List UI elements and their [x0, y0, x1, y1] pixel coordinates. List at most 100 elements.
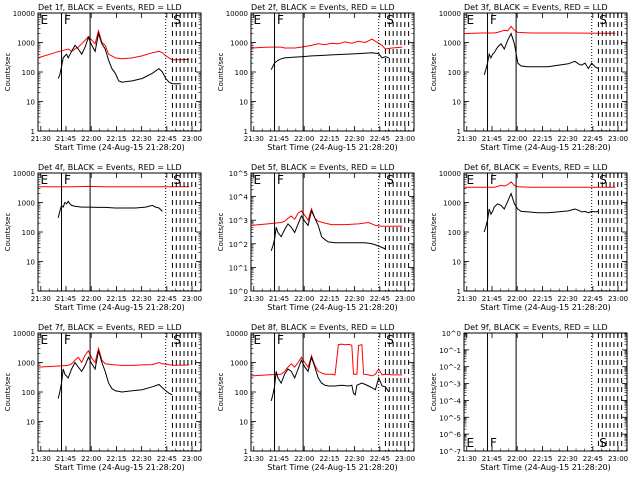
marker-e: E [467, 13, 475, 27]
y-tick-label: 10 [26, 259, 35, 267]
y-tick-label: 10^-4 [439, 397, 461, 405]
x-tick-label: 22:00 [507, 455, 527, 463]
panel-title: Det 2f, BLACK = Events, RED = LLD [251, 3, 395, 12]
x-tick-label: 21:45 [482, 135, 502, 143]
x-tick-label: 22:00 [507, 295, 527, 303]
marker-e: E [254, 173, 262, 187]
panel-det-6f: Det 6f, BLACK = Events, RED = LLD1101001… [430, 163, 628, 312]
y-axis-title: Counts/sec [217, 53, 225, 92]
events-series [271, 357, 389, 401]
marker-s: S [173, 13, 181, 27]
x-tick-label: 22:30 [558, 295, 578, 303]
marker-f: F [64, 333, 71, 347]
x-tick-label: 22:30 [132, 295, 152, 303]
y-tick-label: 10000 [439, 10, 461, 18]
y-tick-label: 1000 [17, 200, 35, 208]
y-tick-label: 10^0 [442, 330, 461, 338]
x-tick-label: 21:30 [457, 295, 477, 303]
marker-e: E [254, 13, 262, 27]
panel-title: Det 4f, BLACK = Events, RED = LLD [38, 163, 182, 172]
x-tick-label: 22:45 [583, 455, 603, 463]
x-tick-label: 23:00 [608, 455, 628, 463]
x-tick-label: 21:45 [482, 295, 502, 303]
x-tick-label: 21:45 [269, 135, 289, 143]
x-tick-label: 22:15 [532, 295, 552, 303]
y-tick-label: 10^5 [229, 170, 248, 178]
x-axis-title: Start Time (24-Aug-15 21:28:20) [480, 463, 611, 472]
y-tick-label: 10000 [226, 330, 248, 338]
x-axis-title: Start Time (24-Aug-15 21:28:20) [54, 463, 185, 472]
y-tick-label: 10^-1 [439, 347, 461, 355]
x-tick-label: 22:15 [319, 295, 339, 303]
panel-det-5f: Det 5f, BLACK = Events, RED = LLD10^010^… [217, 163, 415, 312]
lld-series [38, 348, 189, 367]
marker-s: S [599, 173, 607, 187]
panel-title: Det 3f, BLACK = Events, RED = LLD [464, 3, 608, 12]
x-tick-label: 21:45 [269, 455, 289, 463]
x-tick-label: 22:45 [157, 135, 177, 143]
events-series [271, 53, 389, 70]
marker-f: F [64, 13, 71, 27]
panel-det-7f: Det 7f, BLACK = Events, RED = LLD1101001… [4, 323, 202, 472]
y-tick-label: 10^-6 [439, 431, 461, 439]
x-tick-label: 21:45 [482, 455, 502, 463]
y-tick-label: 10 [239, 419, 248, 427]
marker-s: S [599, 436, 607, 450]
y-tick-label: 10^-2 [439, 364, 461, 372]
marker-e: E [41, 333, 49, 347]
x-tick-label: 22:45 [157, 295, 177, 303]
x-tick-label: 21:30 [31, 295, 51, 303]
x-tick-label: 22:30 [558, 455, 578, 463]
x-tick-label: 21:30 [244, 135, 264, 143]
x-tick-label: 21:45 [269, 295, 289, 303]
lld-series [251, 344, 402, 376]
x-axis-title: Start Time (24-Aug-15 21:28:20) [267, 303, 398, 312]
y-tick-label: 100 [235, 389, 248, 397]
x-tick-label: 22:00 [81, 295, 101, 303]
marker-f: F [277, 333, 284, 347]
marker-e: E [467, 436, 475, 450]
x-tick-label: 22:45 [583, 295, 603, 303]
events-series [271, 211, 385, 251]
panel-det-3f: Det 3f, BLACK = Events, RED = LLD1101001… [430, 3, 628, 152]
lld-series [251, 39, 402, 49]
marker-f: F [490, 173, 497, 187]
x-tick-label: 22:30 [345, 295, 365, 303]
y-tick-label: 100 [22, 389, 35, 397]
x-tick-label: 23:00 [182, 295, 202, 303]
y-axis-title: Counts/sec [430, 53, 438, 92]
x-axis-title: Start Time (24-Aug-15 21:28:20) [267, 463, 398, 472]
marker-f: F [277, 13, 284, 27]
x-tick-label: 22:45 [370, 455, 390, 463]
x-tick-label: 23:00 [182, 455, 202, 463]
y-tick-label: 10000 [13, 330, 35, 338]
marker-s: S [386, 13, 394, 27]
x-tick-label: 22:15 [532, 455, 552, 463]
marker-s: S [599, 13, 607, 27]
marker-e: E [254, 333, 262, 347]
marker-f: F [490, 436, 497, 450]
x-tick-label: 21:30 [457, 135, 477, 143]
y-tick-label: 10^4 [229, 194, 249, 202]
y-tick-label: 10 [239, 99, 248, 107]
marker-e: E [41, 173, 49, 187]
y-tick-label: 1000 [230, 40, 248, 48]
y-tick-label: 10 [26, 99, 35, 107]
x-tick-label: 22:00 [294, 135, 314, 143]
marker-s: S [173, 173, 181, 187]
x-tick-label: 21:30 [31, 135, 51, 143]
x-tick-label: 22:00 [294, 295, 314, 303]
y-tick-label: 10^-3 [439, 381, 461, 389]
x-tick-label: 21:30 [457, 455, 477, 463]
y-tick-label: 10 [452, 99, 461, 107]
panel-det-2f: Det 2f, BLACK = Events, RED = LLD1101001… [217, 3, 415, 152]
y-tick-label: 10000 [226, 10, 248, 18]
events-series [484, 34, 598, 75]
x-axis-title: Start Time (24-Aug-15 21:28:20) [480, 143, 611, 152]
x-tick-label: 22:15 [106, 135, 126, 143]
y-axis-title: Counts/sec [217, 373, 225, 412]
events-series [58, 351, 172, 399]
y-tick-label: 10000 [439, 170, 461, 178]
y-tick-label: 1000 [17, 40, 35, 48]
